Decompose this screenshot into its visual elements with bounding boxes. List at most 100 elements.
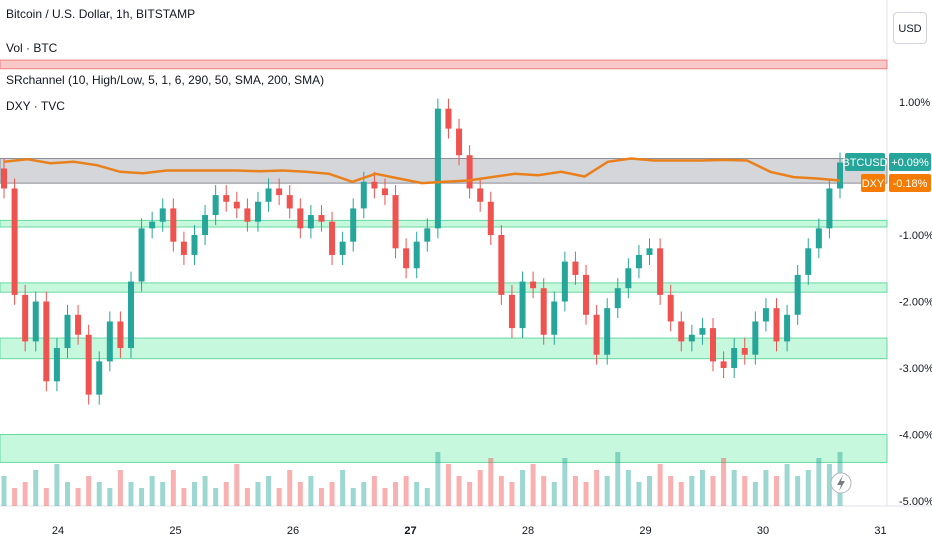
candle-body — [307, 215, 314, 229]
volume-bar — [572, 476, 578, 506]
volume-bar — [699, 470, 705, 506]
candle-body — [64, 314, 71, 349]
volume-bar — [520, 470, 526, 506]
volume-bar — [477, 470, 483, 506]
candle-body — [805, 248, 812, 275]
candle-body — [371, 181, 378, 189]
candle-body — [53, 348, 60, 382]
volume-bar — [340, 470, 346, 506]
candle-body — [678, 321, 685, 342]
x-tick-label: 27 — [404, 525, 416, 537]
last-value-name: DXY — [862, 178, 885, 190]
volume-bar — [403, 476, 409, 506]
volume-bar — [75, 488, 81, 506]
candle-body — [667, 294, 674, 322]
volume-bar — [752, 482, 758, 506]
candle-body — [318, 215, 325, 222]
candle-body — [117, 321, 124, 349]
volume-bar — [117, 470, 123, 506]
volume-bar — [816, 458, 822, 506]
volume-bar — [509, 482, 515, 506]
dxy-line — [3, 157, 841, 185]
x-tick-label: 28 — [522, 525, 534, 537]
volume-bar — [678, 482, 684, 506]
candle-body — [593, 314, 600, 355]
candle-body — [106, 321, 113, 362]
candle-body — [276, 188, 283, 196]
candle-body — [530, 281, 537, 289]
volume-bar — [371, 476, 377, 506]
volume-bar — [266, 476, 272, 506]
volume-bar — [551, 482, 557, 506]
volume-bar — [424, 488, 430, 506]
volume-bar — [742, 476, 748, 506]
sr-channel-support — [0, 282, 888, 293]
y-tick-label: -3.00% — [899, 363, 932, 375]
volume-bar — [22, 482, 28, 506]
volume-bar — [583, 482, 589, 506]
candle-body — [75, 314, 82, 335]
sr-channel-resistance — [0, 59, 888, 70]
volume-bar — [826, 464, 832, 506]
candle-body — [403, 248, 410, 269]
volume-bar — [128, 482, 134, 506]
candle-body — [720, 361, 727, 368]
volume-bar — [308, 476, 314, 506]
volume-bar — [668, 476, 674, 506]
x-tick-label: 29 — [639, 525, 651, 537]
candle-body — [159, 208, 166, 222]
volume-bar — [604, 476, 610, 506]
volume-bar — [350, 488, 356, 506]
y-tick-label: -4.00% — [899, 430, 932, 442]
volume-bar — [467, 482, 473, 506]
sr-channel-support — [0, 337, 888, 360]
volume-bar — [64, 482, 70, 506]
candle-body — [297, 208, 304, 229]
candle-body — [329, 221, 336, 255]
candle-body — [657, 248, 664, 295]
candle-body — [487, 201, 494, 235]
candle-body — [477, 188, 484, 202]
volume-bar — [414, 482, 420, 506]
volume-bar — [784, 464, 790, 506]
candle-body — [784, 314, 791, 342]
volume-bar — [318, 488, 324, 506]
volume-bar — [382, 488, 388, 506]
candle-body — [762, 308, 769, 322]
candle-body — [540, 288, 547, 335]
volume-bar — [297, 482, 303, 506]
volume-bar — [276, 488, 282, 506]
candle-body — [138, 228, 145, 282]
candle-body — [43, 301, 50, 382]
candle-body — [202, 215, 209, 235]
currency-button[interactable]: USD — [893, 12, 927, 44]
volume-bar — [255, 482, 261, 506]
candle-body — [773, 308, 780, 342]
volume-bar — [223, 482, 229, 506]
volume-bar — [329, 482, 335, 506]
candle-body — [604, 308, 611, 355]
candle-body — [508, 294, 515, 329]
candle-body — [710, 328, 717, 362]
volume-bar — [657, 464, 663, 506]
sr-channel-support — [0, 219, 888, 228]
candle-body — [466, 155, 473, 189]
candle-body — [381, 188, 388, 196]
y-tick-label: -5.00% — [899, 496, 932, 508]
volume-bar — [731, 470, 737, 506]
volume-bar — [181, 488, 187, 506]
volume-bar — [636, 482, 642, 506]
y-tick-label: -1.00% — [899, 230, 932, 242]
volume-bar — [160, 482, 166, 506]
candle-body — [22, 294, 29, 342]
volume-bar — [435, 452, 441, 506]
volume-bar — [234, 464, 240, 506]
candle-body — [170, 208, 177, 242]
legend-dxy: DXY · TVC — [6, 99, 65, 113]
candle-body — [244, 208, 251, 222]
candle-body — [561, 261, 568, 302]
candle-body — [815, 228, 822, 249]
candle-body — [646, 248, 653, 255]
candle-body — [424, 228, 431, 242]
